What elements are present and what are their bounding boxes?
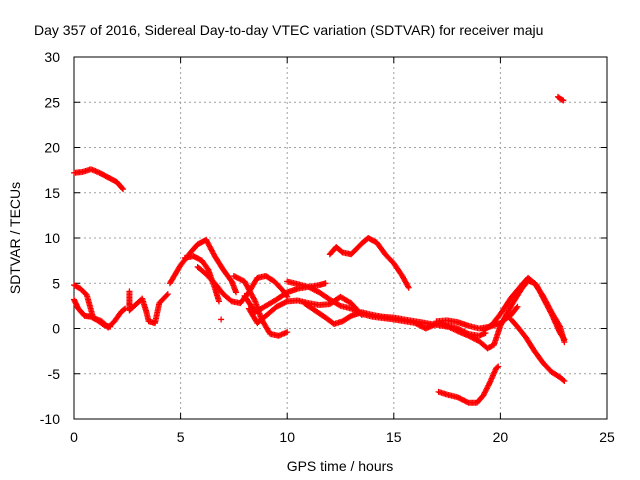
data-point [464, 399, 471, 406]
data-point [284, 329, 291, 336]
x-tick-label: 5 [177, 429, 185, 445]
data-point [233, 289, 240, 296]
series-s3 [71, 296, 114, 330]
data-point [495, 363, 502, 370]
data-point [560, 97, 567, 104]
data-point [121, 306, 128, 313]
y-tick-label: 10 [44, 230, 60, 246]
x-axis-ticks: 0 5 10 15 20 25 [70, 57, 615, 445]
y-tick-label: 25 [44, 94, 60, 110]
y-tick-label: 20 [44, 140, 60, 156]
data-point [322, 280, 329, 287]
series-s18 [480, 274, 568, 343]
series-s1 [71, 166, 127, 193]
y-tick-label: 30 [44, 49, 60, 65]
series-s20 [435, 363, 502, 406]
series-s7 [194, 263, 291, 307]
x-tick-label: 10 [279, 429, 295, 445]
series-s14 [326, 235, 412, 291]
y-tick-label: 15 [44, 185, 60, 201]
data-point [514, 303, 521, 310]
y-tick-label: -5 [48, 366, 61, 382]
gridlines [74, 57, 607, 419]
data-point [164, 291, 171, 298]
data-point [405, 283, 412, 290]
y-axis-ticks: -10 -5 0 5 10 15 20 25 30 [40, 49, 607, 427]
series-s9 [230, 273, 291, 339]
series-s21 [554, 93, 567, 104]
data-point [163, 292, 170, 299]
x-tick-label: 15 [386, 429, 402, 445]
y-tick-label: -10 [40, 411, 60, 427]
chart-title: Day 357 of 2016, Sidereal Day-to-day VTE… [34, 22, 543, 38]
data-points [71, 93, 568, 406]
x-tick-label: 25 [599, 429, 615, 445]
data-point [120, 186, 127, 193]
data-point [336, 302, 343, 309]
series-s19 [508, 316, 568, 384]
series-s11 [245, 293, 365, 327]
series-s6 [181, 253, 222, 305]
data-point [119, 185, 126, 192]
data-point [405, 284, 412, 291]
y-axis-label: SDTVAR / TECUs [7, 182, 23, 294]
data-point [218, 316, 225, 323]
y-tick-label: 0 [52, 321, 60, 337]
data-point [561, 377, 568, 384]
data-point [560, 377, 567, 384]
data-point [282, 299, 289, 306]
data-point [513, 304, 520, 311]
y-tick-label: 5 [52, 275, 60, 291]
data-point [560, 335, 567, 342]
data-point [561, 336, 568, 343]
x-tick-label: 20 [493, 429, 509, 445]
data-point [251, 297, 258, 304]
data-point [107, 323, 114, 330]
series-s4 [126, 288, 171, 327]
x-tick-label: 0 [70, 429, 78, 445]
data-point [494, 364, 501, 371]
series-s8 [218, 316, 225, 323]
data-point [215, 298, 222, 305]
x-axis-label: GPS time / hours [287, 458, 394, 474]
